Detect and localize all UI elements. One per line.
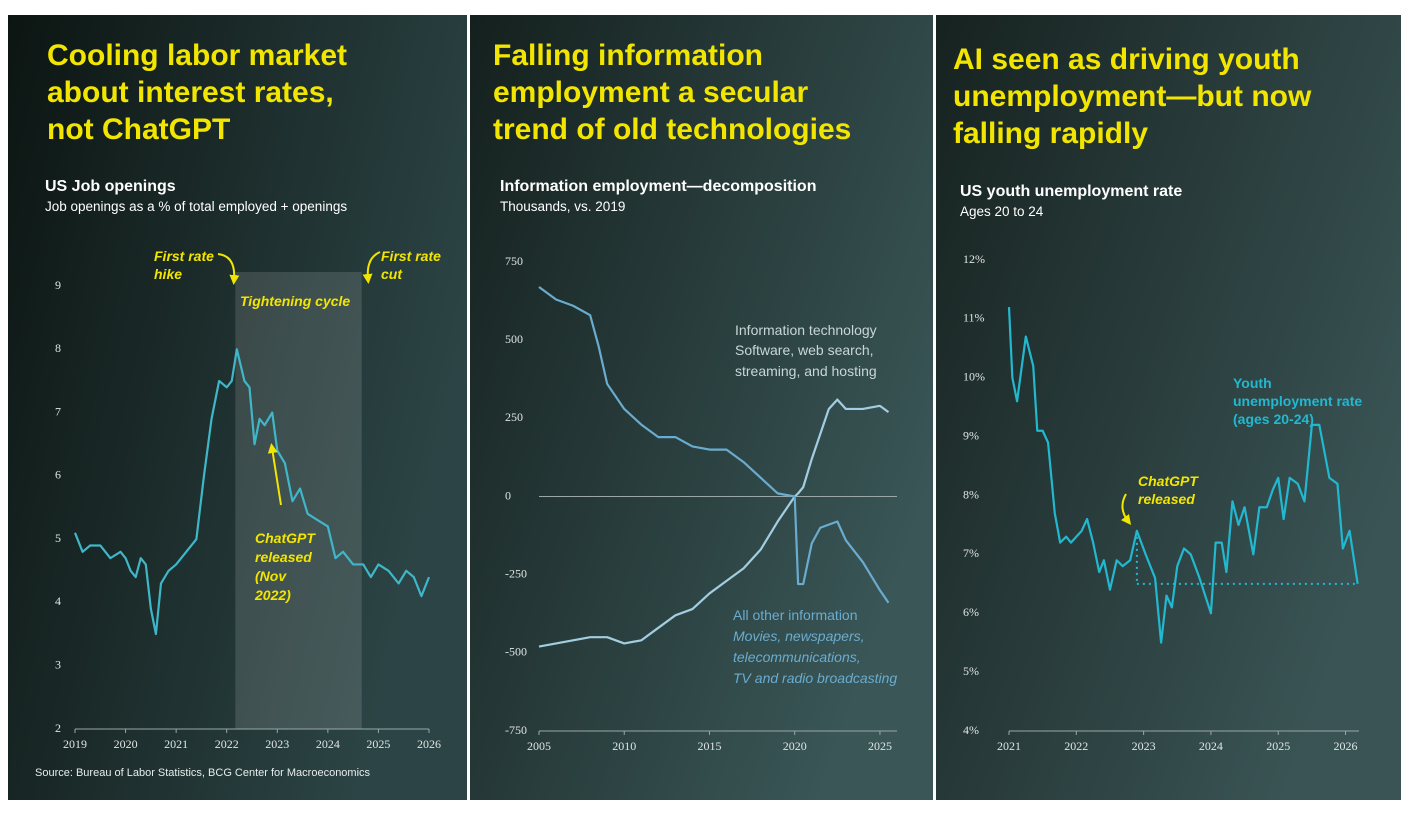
y-tick-label: 5	[55, 531, 61, 545]
x-tick-label: 2020	[783, 739, 807, 753]
y-tick-label: 5%	[963, 664, 979, 678]
source: Source: Bureau of Labor Statistics, BCG …	[35, 767, 371, 779]
headline: Falling information	[493, 39, 763, 72]
x-tick-label: 2021	[997, 739, 1021, 753]
y-tick-label: 9%	[963, 428, 979, 442]
shaded-range	[235, 272, 362, 729]
x-tick-label: 2019	[63, 737, 87, 751]
x-tick-label: 2023	[1132, 739, 1156, 753]
y-tick-label: 6%	[963, 605, 979, 619]
x-tick-label: 2015	[697, 739, 721, 753]
x-tick-label: 2024	[316, 737, 340, 751]
y-tick-label: -500	[505, 645, 527, 659]
y-tick-label: 3	[55, 657, 61, 671]
y-tick-label: -250	[505, 566, 527, 580]
headline: AI seen as driving youth	[953, 43, 1300, 76]
chart-subtitle: Thousands, vs. 2019	[500, 199, 626, 214]
x-tick-label: 2025	[868, 739, 892, 753]
headline: not ChatGPT	[47, 113, 231, 146]
annotation-arrow	[1120, 493, 1132, 525]
chart-subtitle: Ages 20 to 24	[960, 204, 1044, 219]
annotation: First rate cut	[381, 248, 441, 282]
annotation-arrow	[362, 251, 381, 284]
y-tick-label: 7	[55, 404, 61, 418]
y-tick-label: 9	[55, 278, 61, 292]
chart-title: US youth unemployment rate	[960, 183, 1183, 200]
headline: Cooling labor market	[47, 39, 348, 72]
x-tick-label: 2022	[215, 737, 239, 751]
annotation: First rate hike	[154, 248, 214, 282]
series-description: Movies, newspapers,	[733, 628, 865, 644]
x-tick-label: 2021	[164, 737, 188, 751]
y-tick-label: 10%	[963, 370, 985, 384]
y-tick-label: 12%	[963, 252, 985, 266]
y-tick-label: 6	[55, 468, 61, 482]
annotation-arrow	[217, 253, 240, 285]
headline: employment a secular	[493, 76, 809, 109]
series-line	[538, 286, 890, 604]
annotation-arrow	[267, 443, 282, 506]
series-description: Software, web search,	[735, 342, 874, 358]
panel	[470, 15, 933, 800]
annotation: ChatGPT released (Nov 2022)	[255, 530, 315, 603]
series-label: Information technology	[735, 322, 877, 338]
y-tick-label: 11%	[963, 311, 985, 325]
chart-title: US Job openings	[45, 178, 176, 195]
panel	[936, 15, 1401, 800]
series-label: Youth unemployment rate (ages 20-24)	[1233, 375, 1363, 427]
chart-title: Information employment—decomposition	[500, 178, 817, 195]
x-tick-label: 2023	[265, 737, 289, 751]
y-tick-label: 0	[505, 488, 511, 502]
series-label: All other information	[733, 607, 858, 623]
series-description: telecommunications,	[733, 649, 861, 665]
y-tick-label: 8%	[963, 487, 979, 501]
x-tick-label: 2022	[1064, 739, 1088, 753]
headline: unemployment—but now	[953, 80, 1312, 113]
y-tick-label: 2	[55, 721, 61, 735]
headline: about interest rates,	[47, 76, 334, 109]
y-tick-label: 500	[505, 332, 523, 346]
y-tick-label: 7%	[963, 546, 979, 560]
x-tick-label: 2025	[1266, 739, 1290, 753]
series-description: TV and radio broadcasting	[733, 670, 898, 686]
x-tick-label: 2025	[366, 737, 390, 751]
data-line	[73, 348, 431, 636]
x-tick-label: 2024	[1199, 739, 1223, 753]
annotation: ChatGPT released	[1138, 473, 1198, 507]
chart-subtitle: Job openings as a % of total employed + …	[45, 199, 348, 214]
y-tick-label: 250	[505, 410, 523, 424]
series-line	[1007, 307, 1359, 644]
panel	[8, 15, 467, 800]
y-tick-label: -750	[505, 723, 527, 737]
x-tick-label: 2026	[1334, 739, 1358, 753]
headline: trend of old technologies	[493, 113, 852, 146]
y-tick-label: 4%	[963, 723, 979, 737]
x-tick-label: 2005	[527, 739, 551, 753]
y-tick-label: 8	[55, 341, 61, 355]
x-tick-label: 2010	[612, 739, 636, 753]
y-tick-label: 750	[505, 254, 523, 268]
series-line	[538, 398, 890, 648]
headline: falling rapidly	[953, 117, 1149, 150]
x-tick-label: 2020	[114, 737, 138, 751]
series-description: streaming, and hosting	[735, 363, 877, 379]
y-tick-label: 4	[55, 594, 61, 608]
annotation: Tightening cycle	[240, 293, 351, 309]
x-tick-label: 2026	[417, 737, 441, 751]
